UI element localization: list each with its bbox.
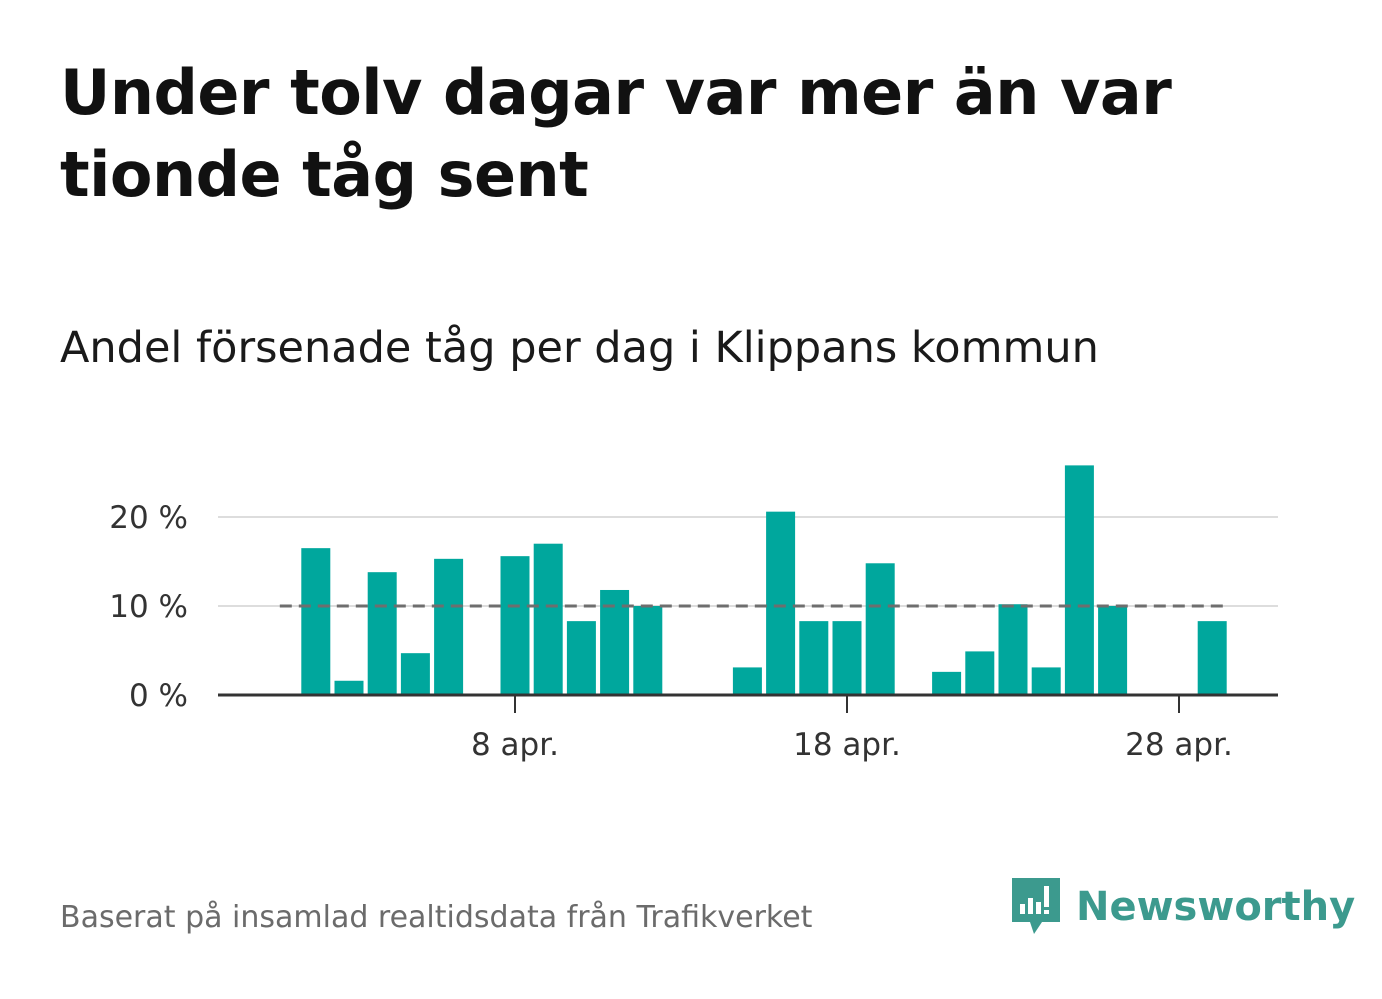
newsworthy-logo-icon	[1012, 878, 1060, 934]
y-tick-label: 20 %	[109, 500, 188, 536]
bar	[334, 680, 364, 695]
bar	[301, 548, 331, 695]
bar	[732, 667, 762, 695]
bar	[799, 621, 829, 695]
bar	[367, 572, 397, 695]
bar	[1197, 621, 1227, 695]
bar	[1031, 667, 1061, 695]
x-tick-label: 8 apr.	[471, 727, 559, 763]
bar	[400, 653, 430, 695]
y-tick-label: 10 %	[109, 589, 188, 625]
bar	[865, 563, 895, 695]
bar	[1098, 606, 1128, 695]
bar	[832, 621, 862, 695]
bar	[533, 543, 563, 695]
bar-chart: 0 % 10 % 20 % 8 apr. 18 apr. 28 apr.	[109, 465, 1278, 763]
bar	[766, 511, 796, 695]
bar	[500, 556, 530, 695]
x-tick-label: 18 apr.	[793, 727, 901, 763]
newsworthy-logo: Newsworthy	[1010, 876, 1355, 938]
source-note: Baserat på insamlad realtidsdata från Tr…	[60, 900, 813, 935]
chart-subtitle: Andel försenade tåg per dag i Klippans k…	[60, 323, 1099, 373]
bar	[965, 651, 995, 695]
bar	[566, 621, 596, 695]
bar	[998, 604, 1028, 695]
chart-title: Under tolv dagar var mer än var tionde t…	[60, 56, 1172, 211]
bar	[434, 558, 464, 695]
y-tick-label: 0 %	[129, 678, 188, 714]
bar	[633, 606, 663, 695]
logo-text: Newsworthy	[1076, 884, 1356, 930]
x-tick-label: 28 apr.	[1125, 727, 1233, 763]
bar	[932, 671, 962, 695]
bar	[1064, 465, 1094, 695]
